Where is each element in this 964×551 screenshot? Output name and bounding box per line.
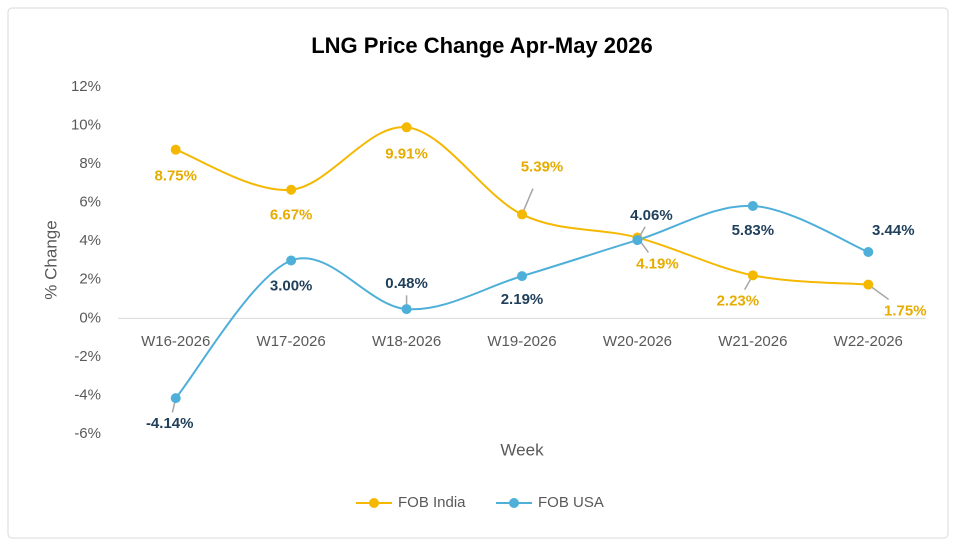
y-tick-label: 4%	[79, 232, 101, 249]
y-tick-label: 8%	[79, 155, 101, 172]
data-point	[747, 270, 758, 281]
data-point	[286, 184, 297, 195]
y-tick-label: 0%	[79, 309, 101, 326]
legend-label: FOB India	[398, 494, 466, 511]
data-label: 5.83%	[732, 222, 775, 239]
x-tick-label: W21-2026	[718, 333, 787, 350]
data-label: 8.75%	[154, 168, 197, 185]
data-label: 9.91%	[385, 145, 428, 162]
data-point	[286, 255, 297, 266]
y-axis-title: % Change	[41, 220, 60, 299]
y-tick-label: 10%	[71, 117, 101, 134]
data-point	[170, 144, 181, 155]
data-label: 1.75%	[884, 303, 927, 320]
legend-label: FOB USA	[538, 494, 604, 511]
y-tick-label: 12%	[71, 78, 101, 95]
x-tick-label: W16-2026	[141, 333, 210, 350]
x-axis-title: Week	[500, 440, 544, 459]
x-tick-label: W17-2026	[257, 333, 326, 350]
data-point	[632, 235, 643, 246]
data-label: 4.06%	[630, 207, 673, 224]
data-point	[517, 209, 527, 220]
x-tick-label: W18-2026	[372, 333, 441, 350]
data-point	[517, 271, 527, 282]
data-point	[747, 200, 758, 211]
y-tick-label: -6%	[74, 425, 101, 442]
data-label: -4.14%	[146, 415, 194, 432]
data-label: 3.44%	[872, 222, 915, 239]
data-point	[863, 279, 874, 290]
data-point	[170, 393, 181, 404]
y-tick-label: -2%	[74, 348, 101, 365]
data-label: 2.23%	[717, 292, 760, 309]
y-tick-label: 2%	[79, 271, 101, 288]
data-label: 0.48%	[385, 275, 428, 292]
y-tick-label: 6%	[79, 194, 101, 211]
data-point	[401, 122, 412, 133]
legend-marker	[369, 498, 379, 508]
x-tick-label: W22-2026	[834, 333, 903, 350]
data-label: 6.67%	[270, 207, 313, 224]
data-point	[863, 247, 874, 258]
data-label: 3.00%	[270, 277, 313, 294]
x-tick-label: W20-2026	[603, 333, 672, 350]
data-label: 5.39%	[521, 158, 564, 175]
chart-border	[7, 7, 949, 539]
data-point	[401, 304, 412, 315]
legend-marker	[509, 498, 519, 508]
data-label: 4.19%	[636, 256, 679, 273]
chart-title: LNG Price Change Apr-May 2026	[311, 33, 653, 58]
x-tick-label: W19-2026	[487, 333, 556, 350]
y-tick-label: -4%	[74, 386, 101, 403]
data-label: 2.19%	[501, 291, 544, 308]
